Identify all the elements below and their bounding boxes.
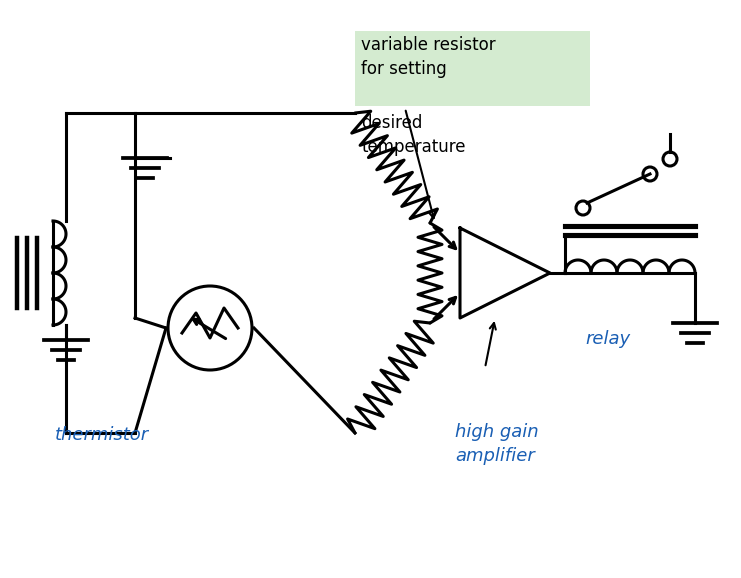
FancyBboxPatch shape [355,31,590,106]
Text: thermistor: thermistor [55,426,149,444]
Text: high gain
amplifier: high gain amplifier [455,423,539,465]
Text: variable resistor
for setting: variable resistor for setting [361,36,496,77]
Text: desired
temperature: desired temperature [361,114,465,155]
Text: relay: relay [585,330,630,348]
